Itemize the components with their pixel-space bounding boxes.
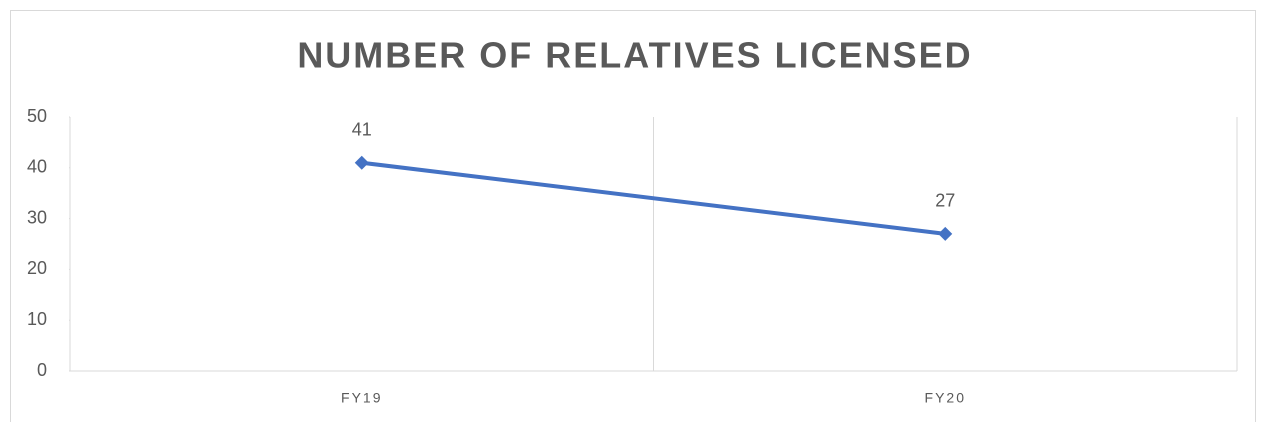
y-tick-label: 10 <box>27 309 47 329</box>
y-tick-label: 50 <box>27 106 47 126</box>
series-line <box>359 160 948 236</box>
data-label: 27 <box>935 191 955 211</box>
y-tick-label: 30 <box>27 207 47 227</box>
y-tick-label: 20 <box>27 258 47 278</box>
chart-border <box>10 10 1256 422</box>
marker <box>354 155 369 170</box>
marker <box>938 226 953 241</box>
x-tick-label: FY20 <box>925 390 966 406</box>
data-label: 41 <box>352 119 372 139</box>
y-tick-label: 0 <box>37 360 47 380</box>
y-tick-label: 40 <box>27 157 47 177</box>
x-tick-label: FY19 <box>341 390 382 406</box>
chart-title: NUMBER OF RELATIVES LICENSED <box>297 35 972 76</box>
